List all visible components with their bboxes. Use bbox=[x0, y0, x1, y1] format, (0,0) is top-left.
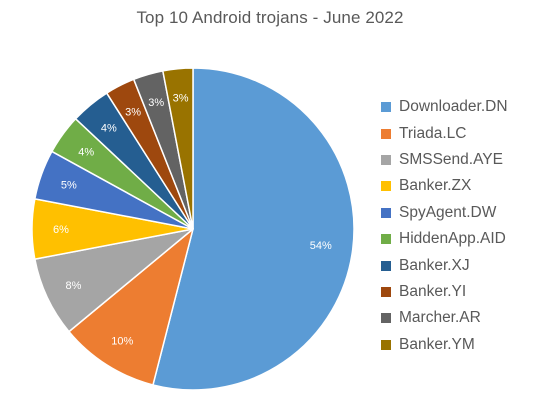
legend-label: Banker.YM bbox=[399, 335, 475, 353]
legend-swatch bbox=[381, 286, 391, 297]
legend-swatch bbox=[381, 234, 391, 245]
data-label-banker-ym: 3% bbox=[173, 93, 189, 105]
legend-swatch bbox=[381, 154, 391, 165]
legend-label: Triada.LC bbox=[399, 124, 467, 142]
legend-swatch bbox=[381, 181, 391, 192]
legend-swatch bbox=[381, 207, 391, 218]
legend-item-smssend-aye: SMSSend.AYE bbox=[381, 147, 537, 173]
legend-label: SpyAgent.DW bbox=[399, 203, 497, 221]
legend-label: SMSSend.AYE bbox=[399, 150, 503, 168]
legend-swatch bbox=[381, 339, 391, 350]
data-label-downloader-dn: 54% bbox=[310, 240, 332, 252]
data-label-hiddenapp-aid: 4% bbox=[78, 146, 94, 158]
legend-item-triada-lc: Triada.LC bbox=[381, 120, 537, 146]
legend-swatch bbox=[381, 260, 391, 271]
legend-label: Banker.XJ bbox=[399, 256, 470, 274]
data-label-banker-xj: 4% bbox=[101, 122, 117, 134]
chart-title: Top 10 Android trojans - June 2022 bbox=[136, 8, 404, 27]
legend-item-spyagent-dw: SpyAgent.DW bbox=[381, 200, 537, 226]
legend-label: Banker.YI bbox=[399, 282, 467, 300]
legend-label: HiddenApp.AID bbox=[399, 230, 506, 248]
legend-item-banker-ym: Banker.YM bbox=[381, 332, 537, 358]
legend-item-downloader-dn: Downloader.DN bbox=[381, 94, 537, 120]
data-label-smssend-aye: 8% bbox=[66, 280, 82, 292]
data-label-spyagent-dw: 5% bbox=[61, 179, 77, 191]
legend-item-banker-xj: Banker.XJ bbox=[381, 252, 537, 278]
data-label-banker-yi: 3% bbox=[125, 106, 141, 118]
legend-item-banker-zx: Banker.ZX bbox=[381, 173, 537, 199]
pie-slice-downloader-dn bbox=[152, 67, 355, 391]
legend-item-hiddenapp-aid: HiddenApp.AID bbox=[381, 226, 537, 252]
legend: Downloader.DN Triada.LC SMSSend.AYE Banker.… bbox=[381, 94, 537, 358]
legend-swatch bbox=[381, 102, 391, 113]
legend-label: Banker.ZX bbox=[399, 177, 472, 195]
legend-swatch bbox=[381, 128, 391, 139]
data-label-marcher-ar: 3% bbox=[148, 97, 164, 109]
pie-slice-triada-lc bbox=[68, 228, 194, 386]
legend-item-banker-yi: Banker.YI bbox=[381, 279, 537, 305]
legend-swatch bbox=[381, 313, 391, 324]
legend-label: Downloader.DN bbox=[399, 98, 508, 116]
legend-label: Marcher.AR bbox=[399, 309, 481, 327]
data-label-banker-zx: 6% bbox=[53, 224, 69, 236]
data-label-triada-lc: 10% bbox=[111, 336, 133, 348]
legend-item-marcher-ar: Marcher.AR bbox=[381, 305, 537, 331]
pie-slice-banker-ym bbox=[162, 67, 194, 230]
